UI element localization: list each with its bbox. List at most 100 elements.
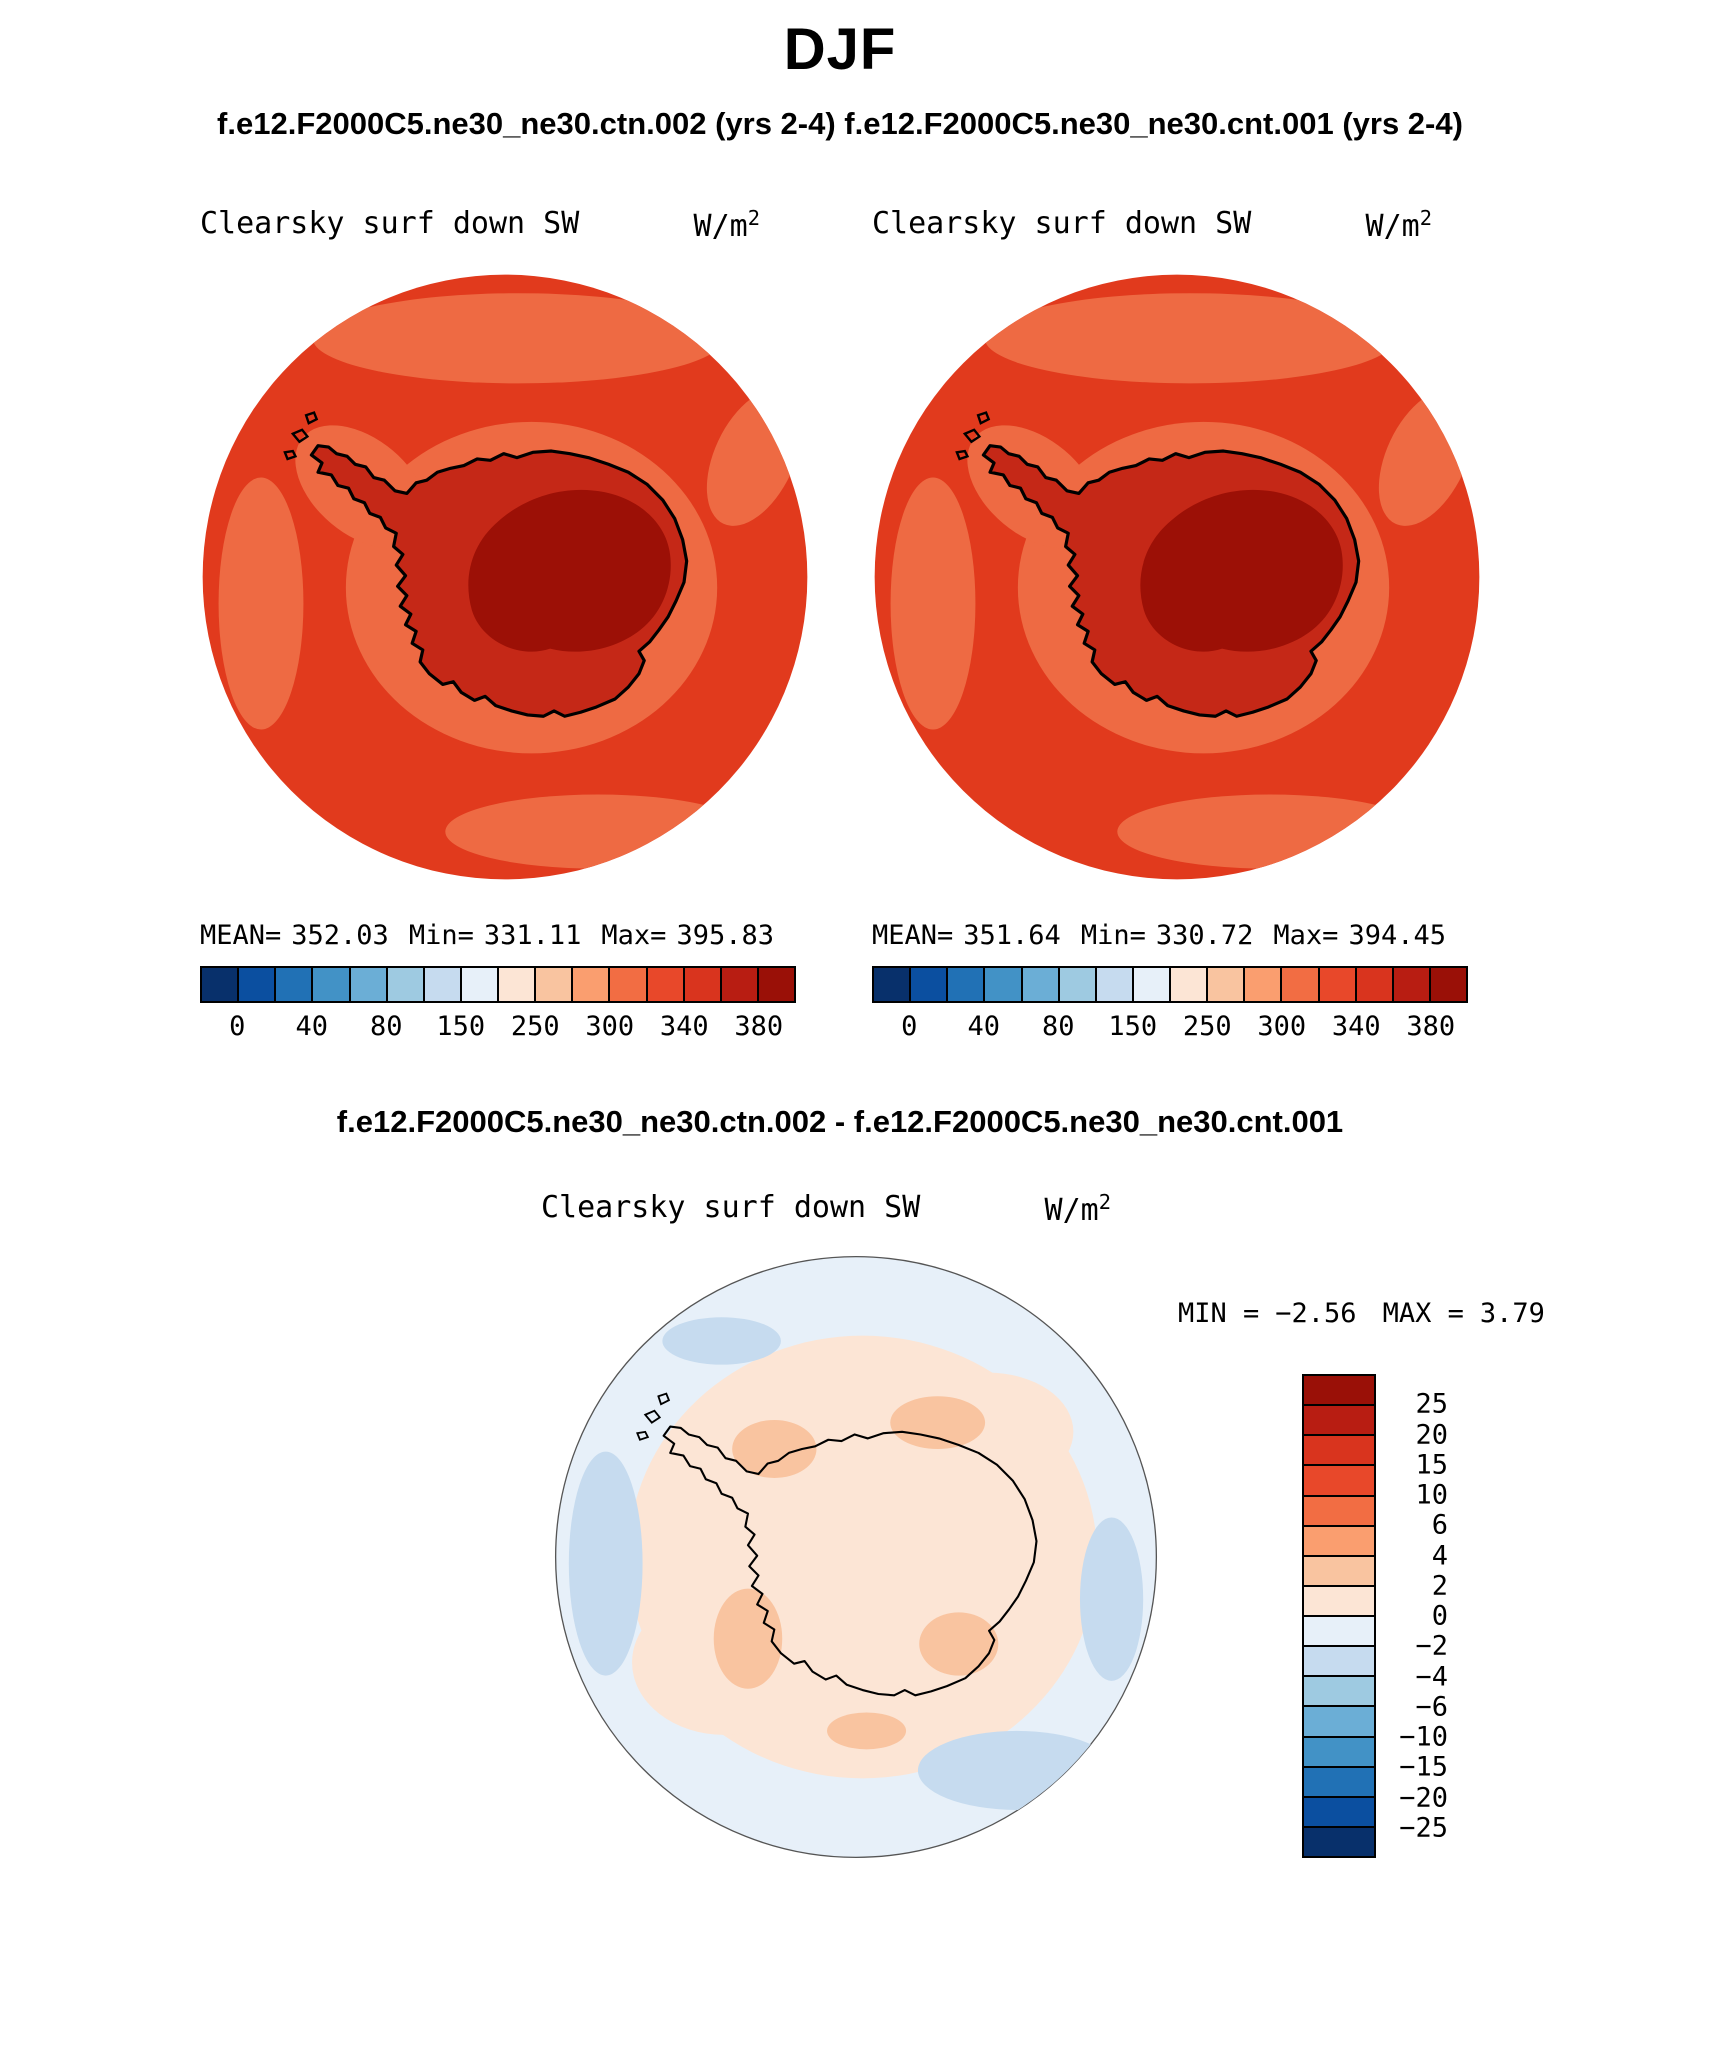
min-value: −2.56	[1275, 1298, 1357, 1329]
map-diff-antarctica	[553, 1254, 1159, 1860]
mean-label: MEAN=	[200, 920, 282, 951]
map-case2-antarctica	[872, 272, 1482, 882]
colorbar-tick: 380	[1406, 1011, 1456, 1042]
colorbar-segment	[1391, 968, 1429, 1001]
colorbar-label: −6	[1415, 1691, 1448, 1723]
panel-case2-header: Clearsky surf down SW W/m2	[872, 206, 1432, 244]
colorbar-label: −4	[1415, 1661, 1448, 1692]
colorbar-tick: 150	[436, 1011, 486, 1042]
stats-case1: MEAN= 352.03 Min= 331.11 Max= 395.83	[200, 920, 774, 951]
colorbar-segment	[1020, 968, 1058, 1001]
colorbar-tick: 380	[734, 1011, 784, 1042]
colorbar-case2: 0 40 80 150 250 300 340 380	[872, 966, 1468, 1044]
polar-diff-map-graphic	[556, 1257, 1157, 1858]
min-label: MIN =	[1178, 1298, 1260, 1329]
colorbar-tick-labels: 0 40 80 150 250 300 340 380	[200, 1003, 796, 1042]
colorbar-segment	[459, 968, 497, 1001]
stats-diff: MIN = −2.56 MAX = 3.79	[1178, 1298, 1545, 1329]
max-value: 395.83	[676, 920, 774, 951]
colorbar-segment	[571, 968, 609, 1001]
colorbar-tick: 150	[1108, 1011, 1158, 1042]
mean-value: 351.64	[963, 920, 1061, 951]
colorbar-segment	[1304, 1494, 1374, 1525]
polar-map-graphic	[875, 275, 1482, 880]
colorbar-label: 0	[1431, 1600, 1448, 1632]
colorbar-segment	[608, 968, 646, 1001]
colorbar-segment	[1304, 1645, 1374, 1676]
colorbar-segment	[1428, 968, 1466, 1001]
colorbar-tick: 250	[510, 1011, 560, 1042]
colorbar-label: 4	[1431, 1540, 1448, 1571]
colorbar-segment	[874, 968, 910, 1001]
colorbar-tick: 250	[1182, 1011, 1232, 1042]
colorbar-segments	[872, 966, 1468, 1003]
colorbar-segment	[497, 968, 535, 1001]
colorbar-segment	[1304, 1464, 1374, 1495]
colorbar-segment	[534, 968, 572, 1001]
colorbar-segment	[946, 968, 984, 1001]
colorbar-segment	[1206, 968, 1244, 1001]
units-label: W/m2	[1044, 1190, 1111, 1228]
panel-case1-header: Clearsky surf down SW W/m2	[200, 206, 760, 244]
colorbar-segment	[1304, 1765, 1374, 1796]
colorbar-segment	[311, 968, 349, 1001]
colorbar-segment	[274, 968, 312, 1001]
colorbar-segment	[385, 968, 423, 1001]
colorbar-segment	[348, 968, 386, 1001]
colorbar-segment	[1304, 1584, 1374, 1615]
colorbar-segment	[1304, 1825, 1374, 1856]
colorbar-tick: 40	[295, 1011, 329, 1042]
colorbar-segments	[1302, 1374, 1376, 1858]
colorbar-segment	[909, 968, 947, 1001]
colorbar-segment	[1243, 968, 1281, 1001]
max-value: 3.79	[1479, 1298, 1545, 1329]
colorbar-segment	[756, 968, 794, 1001]
colorbar-tick: 0	[229, 1011, 246, 1042]
colorbar-diff: 25 20 15 10 6 4 2 0 −2 −4 −6 −10 −15 −20 −25	[1302, 1374, 1448, 1858]
colorbar-segment	[1354, 968, 1392, 1001]
colorbar-segment	[1280, 968, 1318, 1001]
colorbar-tick: 80	[369, 1011, 403, 1042]
variable-label: Clearsky surf down SW	[541, 1190, 921, 1225]
colorbar-label: −10	[1399, 1721, 1448, 1753]
mean-value: 352.03	[291, 920, 389, 951]
panel-diff-header: Clearsky surf down SW W/m2	[541, 1190, 1111, 1228]
colorbar-segment	[1304, 1675, 1374, 1706]
colorbar-segment	[1304, 1735, 1374, 1766]
colorbar-segment	[719, 968, 757, 1001]
colorbar-label: −2	[1415, 1630, 1448, 1662]
colorbar-segment	[1304, 1554, 1374, 1585]
variable-label: Clearsky surf down SW	[872, 206, 1252, 241]
colorbar-segment	[1317, 968, 1355, 1001]
colorbar-label: −15	[1399, 1751, 1448, 1783]
colorbar-segment	[1057, 968, 1095, 1001]
colorbar-segment	[1304, 1705, 1374, 1736]
max-label: MAX =	[1382, 1298, 1464, 1329]
colorbar-segment	[1304, 1615, 1374, 1646]
colorbar-segment	[1304, 1376, 1374, 1405]
colorbar-case1: 0 40 80 150 250 300 340 380	[200, 966, 796, 1044]
colorbar-segment	[1131, 968, 1169, 1001]
colorbar-label: −20	[1399, 1782, 1448, 1813]
colorbar-segment	[1304, 1795, 1374, 1826]
max-value: 394.45	[1348, 920, 1446, 951]
colorbar-tick-labels: 0 40 80 150 250 300 340 380	[872, 1003, 1468, 1042]
min-value: 330.72	[1155, 920, 1254, 951]
min-value: 331.11	[483, 920, 582, 951]
colorbar-segments	[200, 966, 796, 1003]
colorbar-segment	[1304, 1524, 1374, 1555]
units-label: W/m2	[693, 206, 760, 244]
map-case1-antarctica	[200, 272, 810, 882]
max-label: Max=	[601, 920, 667, 951]
colorbar-segment	[1304, 1404, 1374, 1435]
colorbar-segment	[1094, 968, 1132, 1001]
colorbar-label: −25	[1399, 1812, 1448, 1844]
colorbar-tick: 300	[585, 1011, 635, 1042]
colorbar-label: 15	[1415, 1449, 1448, 1481]
colorbar-label: 10	[1415, 1479, 1448, 1511]
season-title: DJF	[783, 17, 897, 82]
colorbar-label: 20	[1415, 1419, 1448, 1450]
colorbar-segment	[422, 968, 460, 1001]
colorbar-segment	[1169, 968, 1207, 1001]
